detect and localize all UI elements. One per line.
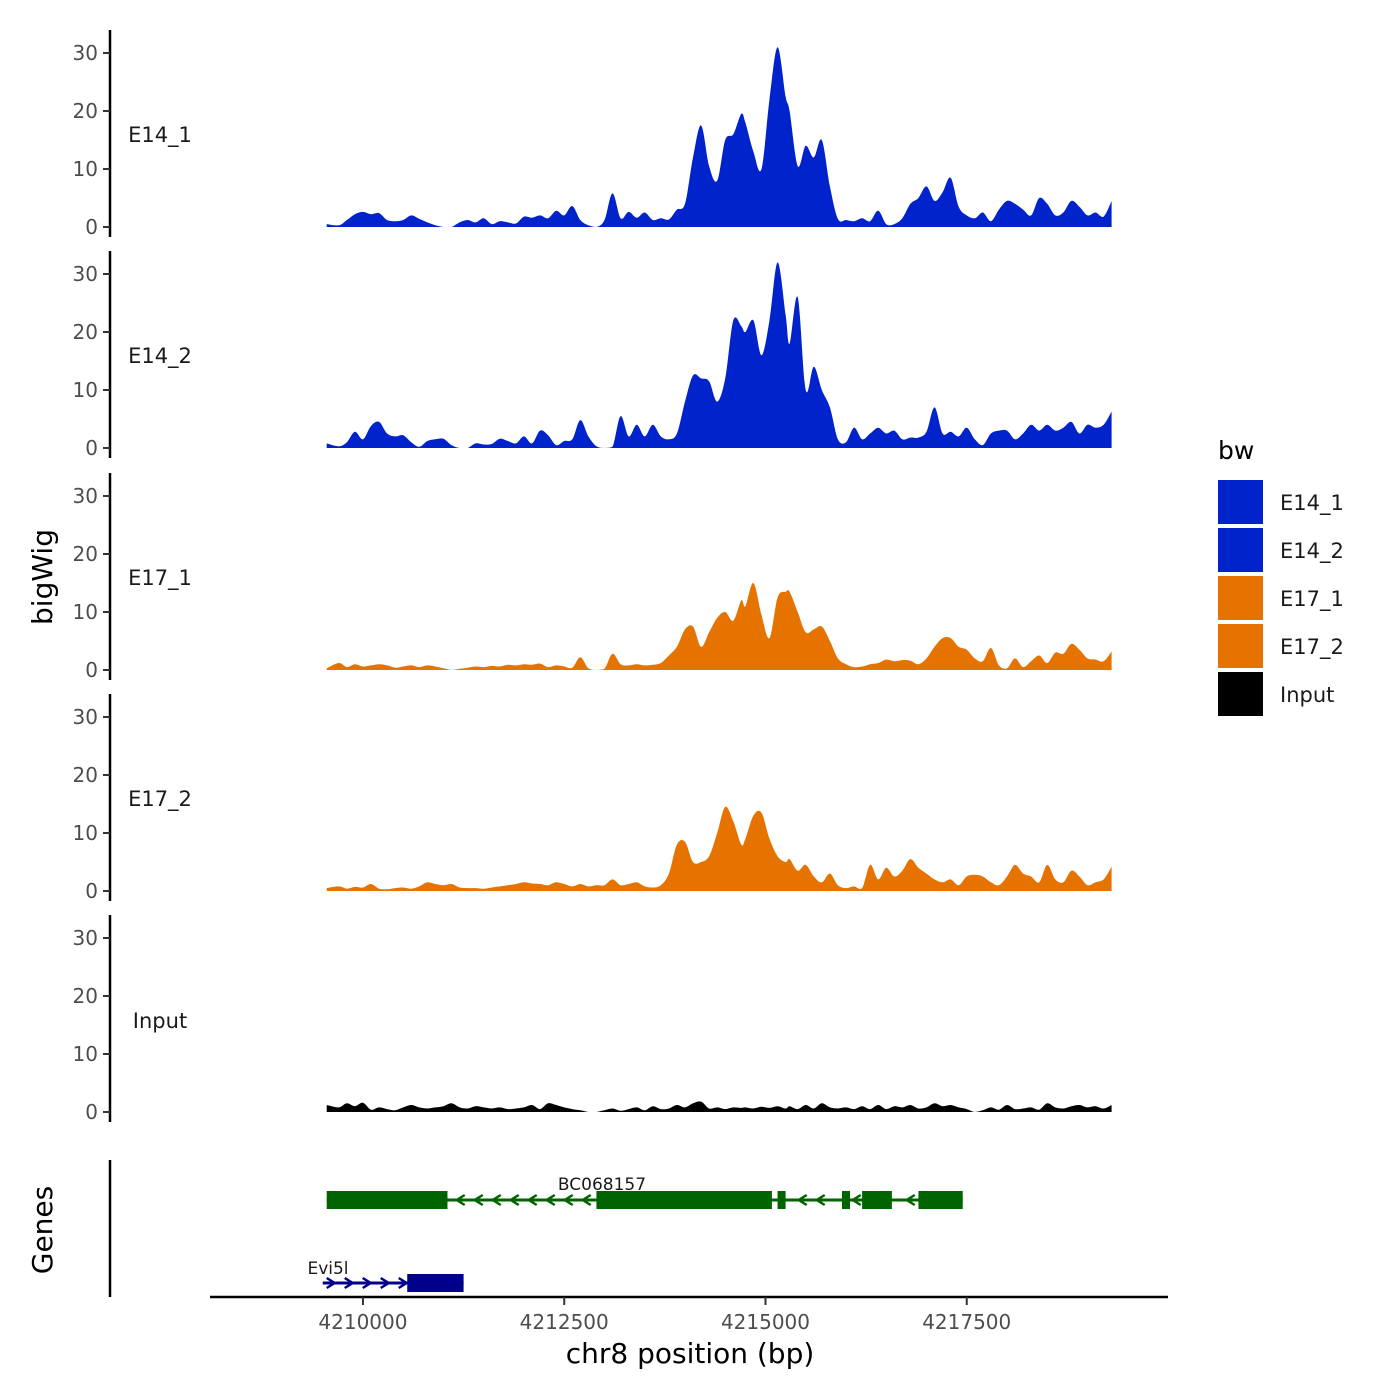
y-tick-label: 10 [73, 821, 98, 845]
legend-swatch-e17-1 [1218, 576, 1263, 620]
y-tick-label: 10 [73, 1042, 98, 1066]
y-tick-label: 0 [85, 215, 98, 239]
y-tick-label: 30 [73, 705, 98, 729]
y-tick-label: 30 [73, 926, 98, 950]
legend-label-e14-1: E14_1 [1280, 491, 1344, 516]
x-tick-label: 4215000 [721, 1310, 810, 1334]
gene-exon [407, 1274, 464, 1292]
strand-arrow-icon [562, 1193, 574, 1207]
y-tick-label: 20 [73, 763, 98, 787]
genes-axis-title: Genes [26, 1186, 59, 1274]
strand-arrow-icon [580, 1193, 592, 1207]
x-axis-title: chr8 position (bp) [566, 1337, 815, 1370]
legend-label-e17-1: E17_1 [1280, 587, 1344, 612]
gene-label-bc068157: BC068157 [558, 1175, 646, 1195]
track-label-e17-1: E17_1 [128, 566, 192, 591]
strand-arrow-icon [508, 1193, 520, 1207]
strand-arrow-icon [344, 1276, 356, 1290]
y-tick-label: 30 [73, 262, 98, 286]
y-tick-label: 20 [73, 984, 98, 1008]
strand-arrow-icon [454, 1193, 466, 1207]
legend-swatch-e14-2 [1218, 528, 1263, 572]
track-label-input: Input [133, 1009, 187, 1033]
strand-arrow-icon [544, 1193, 556, 1207]
strand-arrow-icon [526, 1193, 538, 1207]
strand-arrow-icon [490, 1193, 502, 1207]
y-tick-label: 10 [73, 378, 98, 402]
coverage-area-e14-1 [326, 47, 1112, 228]
coverage-area-e17-1 [326, 582, 1112, 670]
track-label-e14-1: E14_1 [128, 123, 192, 148]
strand-arrow-icon [398, 1276, 410, 1290]
legend-swatch-e14-1 [1218, 480, 1263, 524]
gene-exon [841, 1191, 851, 1209]
legend: bw E14_1 E14_2 E17_1 E17_2 Input [1218, 436, 1344, 716]
legend-label-e14-2: E14_2 [1280, 539, 1344, 564]
y-tick-label: 20 [73, 99, 98, 123]
y-tick-label: 0 [85, 879, 98, 903]
coverage-area-e14-2 [326, 262, 1112, 448]
gene-exon [862, 1191, 892, 1209]
legend-label-input: Input [1280, 683, 1334, 707]
gene-exon [596, 1191, 772, 1209]
coverage-area-e17-2 [326, 806, 1112, 891]
y-tick-label: 0 [85, 658, 98, 682]
gene-exon [777, 1191, 786, 1209]
strand-arrow-icon [814, 1193, 826, 1207]
legend-label-e17-2: E17_2 [1280, 635, 1344, 660]
strand-arrow-icon [380, 1276, 392, 1290]
x-tick-label: 4217500 [922, 1310, 1011, 1334]
gene-exon [918, 1191, 963, 1209]
legend-title: bw [1218, 436, 1254, 465]
y-tick-label: 10 [73, 157, 98, 181]
coverage-area-input [326, 1101, 1112, 1112]
y-axis-title: bigWig [26, 529, 59, 625]
strand-arrow-icon [362, 1276, 374, 1290]
strand-arrow-icon [850, 1193, 862, 1207]
gene-exon [326, 1191, 448, 1209]
strand-arrow-icon [796, 1193, 808, 1207]
y-tick-label: 30 [73, 484, 98, 508]
strand-arrow-icon [326, 1276, 338, 1290]
y-tick-label: 10 [73, 600, 98, 624]
y-tick-label: 0 [85, 436, 98, 460]
y-tick-label: 0 [85, 1100, 98, 1124]
y-tick-label: 20 [73, 320, 98, 344]
y-tick-label: 20 [73, 542, 98, 566]
x-tick-label: 4212500 [520, 1310, 609, 1334]
legend-swatch-input [1218, 672, 1263, 716]
strand-arrow-icon [904, 1193, 916, 1207]
track-label-e14-2: E14_2 [128, 344, 192, 369]
track-label-e17-2: E17_2 [128, 787, 192, 812]
legend-swatch-e17-2 [1218, 624, 1263, 668]
gene-label-evi5l: Evi5l [307, 1259, 348, 1279]
x-tick-label: 4210000 [318, 1310, 407, 1334]
y-tick-label: 30 [73, 41, 98, 65]
strand-arrow-icon [472, 1193, 484, 1207]
